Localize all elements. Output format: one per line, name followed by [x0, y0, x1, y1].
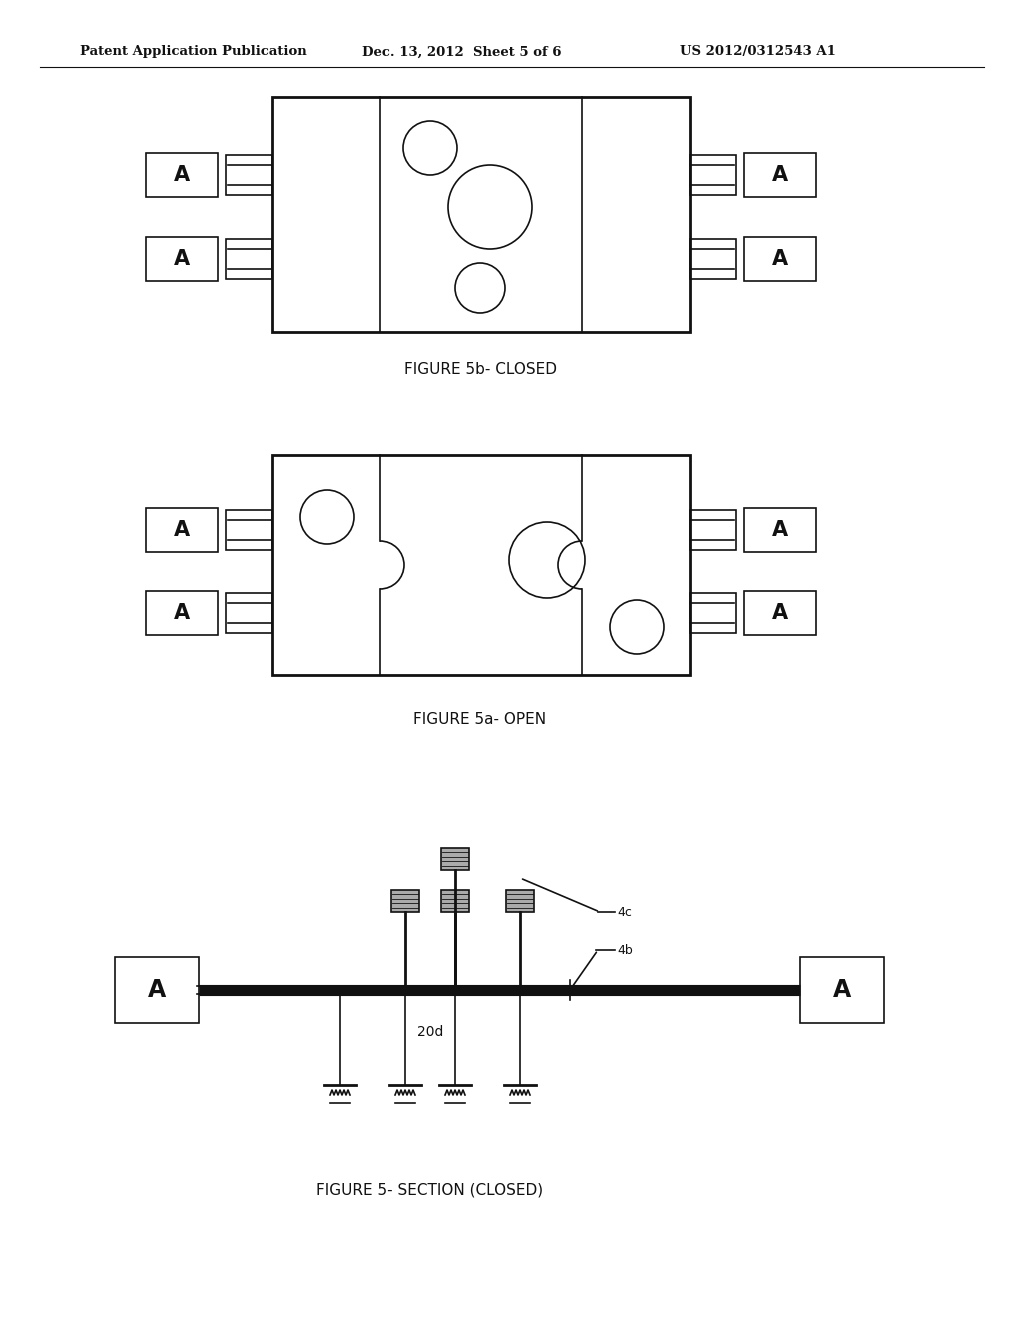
Bar: [744, 591, 816, 635]
Bar: [744, 238, 816, 281]
Text: 20d: 20d: [417, 1026, 443, 1039]
Bar: [146, 591, 218, 635]
Text: Patent Application Publication: Patent Application Publication: [80, 45, 307, 58]
Bar: [441, 890, 469, 912]
Bar: [690, 239, 736, 279]
Bar: [146, 508, 218, 552]
Bar: [272, 455, 690, 675]
Bar: [391, 890, 419, 912]
Bar: [744, 508, 816, 552]
Bar: [744, 153, 816, 197]
Text: A: A: [833, 978, 851, 1002]
Text: A: A: [772, 603, 788, 623]
Text: FIGURE 5a- OPEN: FIGURE 5a- OPEN: [414, 713, 547, 727]
Bar: [272, 96, 690, 333]
Bar: [690, 593, 736, 634]
Bar: [115, 957, 199, 1023]
Text: FIGURE 5- SECTION (CLOSED): FIGURE 5- SECTION (CLOSED): [316, 1183, 544, 1197]
Bar: [690, 510, 736, 550]
Bar: [226, 593, 272, 634]
Text: A: A: [174, 520, 190, 540]
Bar: [226, 239, 272, 279]
Text: A: A: [772, 249, 788, 269]
Text: A: A: [772, 520, 788, 540]
Text: 4c: 4c: [617, 906, 632, 919]
Bar: [690, 154, 736, 195]
Text: A: A: [772, 165, 788, 185]
Bar: [441, 847, 469, 870]
Text: 4b: 4b: [617, 944, 633, 957]
Bar: [800, 957, 884, 1023]
Text: FIGURE 5b- CLOSED: FIGURE 5b- CLOSED: [403, 363, 556, 378]
Bar: [146, 238, 218, 281]
Text: A: A: [147, 978, 166, 1002]
Bar: [146, 153, 218, 197]
Bar: [226, 510, 272, 550]
Text: A: A: [174, 249, 190, 269]
Text: Dec. 13, 2012  Sheet 5 of 6: Dec. 13, 2012 Sheet 5 of 6: [362, 45, 561, 58]
Bar: [226, 154, 272, 195]
Bar: [506, 890, 534, 912]
Text: US 2012/0312543 A1: US 2012/0312543 A1: [680, 45, 836, 58]
Text: A: A: [174, 165, 190, 185]
Text: A: A: [174, 603, 190, 623]
